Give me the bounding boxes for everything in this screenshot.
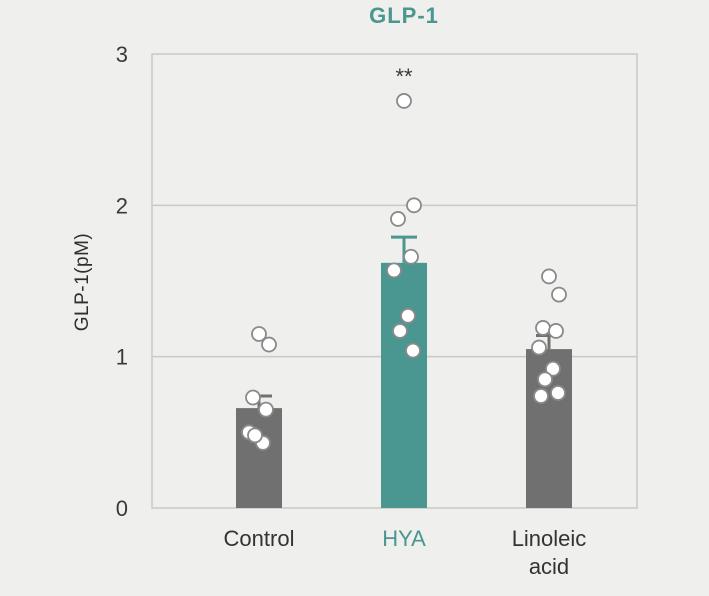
data-point xyxy=(405,342,421,359)
bar xyxy=(381,262,427,508)
data-point xyxy=(251,326,267,342)
data-point xyxy=(258,401,274,418)
y-tick-label: 3 xyxy=(116,42,128,67)
data-point xyxy=(533,388,549,404)
x-category-label: acid xyxy=(529,554,569,579)
significance-marker: ** xyxy=(395,64,413,89)
data-point xyxy=(406,197,422,214)
data-point xyxy=(537,371,553,388)
data-point xyxy=(403,248,419,265)
data-point xyxy=(386,262,402,279)
chart-title: GLP-1 xyxy=(369,3,439,28)
data-point xyxy=(545,360,561,377)
y-tick-label: 2 xyxy=(116,193,128,218)
x-category-label: Linoleic xyxy=(512,526,587,551)
x-category-label: HYA xyxy=(382,526,426,551)
data-point xyxy=(551,286,567,303)
y-axis-title: GLP-1(pM) xyxy=(72,233,93,331)
x-category-label: Control xyxy=(224,526,295,551)
data-point xyxy=(541,268,557,285)
data-point xyxy=(390,211,406,227)
y-tick-label: 1 xyxy=(116,345,128,370)
y-tick-label: 0 xyxy=(116,496,128,521)
data-point xyxy=(400,307,416,324)
data-point xyxy=(548,323,564,339)
data-point xyxy=(535,320,551,336)
data-point xyxy=(396,93,412,109)
data-point xyxy=(247,427,263,444)
data-point xyxy=(261,336,277,353)
bar xyxy=(236,408,282,508)
data-point xyxy=(245,389,261,406)
plot-area: 0 1 2 3 Control ** HYA Linoleic acid xyxy=(116,42,638,579)
data-point xyxy=(550,385,566,401)
data-point xyxy=(531,339,547,356)
data-point xyxy=(392,323,408,339)
